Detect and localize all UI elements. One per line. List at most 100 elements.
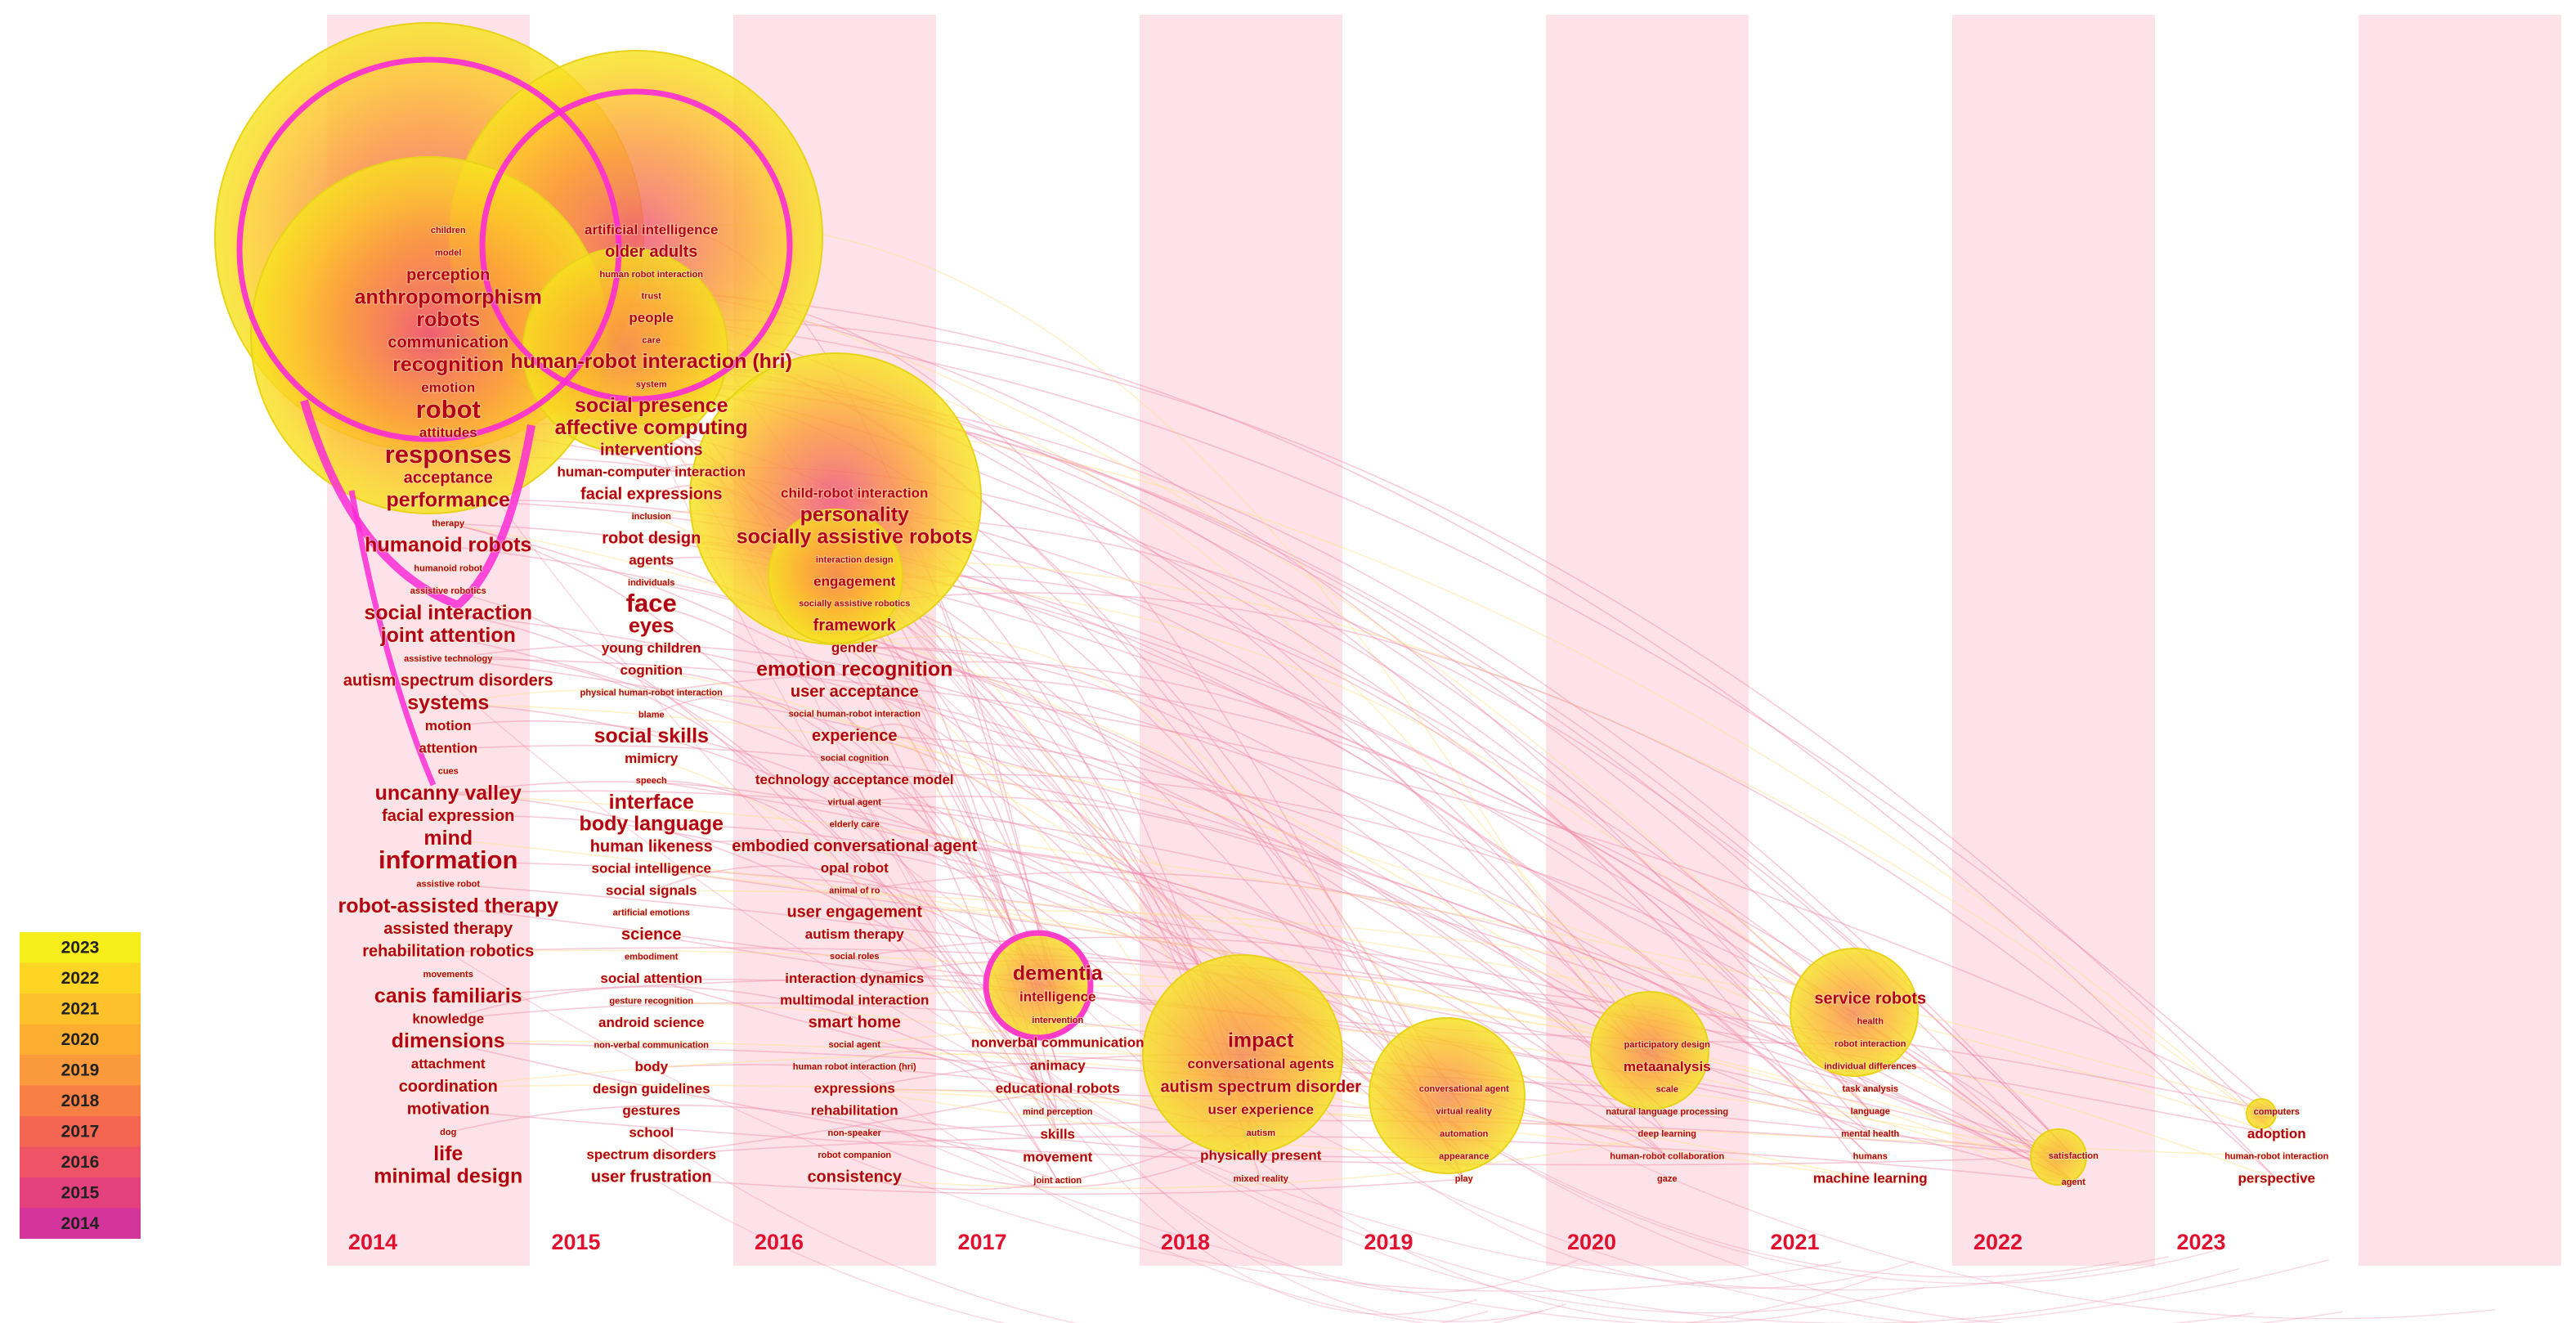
link-line	[448, 522, 1059, 1090]
keyword-android-science: android science	[598, 1015, 704, 1030]
legend-label-2022: 2022	[61, 969, 100, 988]
keyword-humans: humans	[1853, 1151, 1888, 1161]
keyword-inclusion: inclusion	[632, 512, 672, 522]
keyword-interaction-design: interaction design	[816, 555, 894, 565]
keyword-speech: speech	[636, 776, 667, 786]
link-line	[854, 635, 1465, 1112]
keyword-care: care	[642, 336, 661, 346]
link-line	[448, 433, 1465, 1157]
link-line	[651, 1000, 1464, 1135]
keyword-autism: autism	[1247, 1128, 1276, 1138]
keyword-child-robot-interaction: child-robot interaction	[781, 485, 928, 500]
keyword-children: children	[431, 226, 466, 235]
link-line	[651, 824, 1465, 1090]
keyword-rehabilitation: rehabilitation	[811, 1103, 898, 1119]
keyword-computers: computers	[2254, 1107, 2300, 1117]
keyword-gaze: gaze	[1657, 1174, 1677, 1184]
keyword-people: people	[629, 310, 674, 325]
link-line	[448, 861, 2074, 1157]
keyword-movement: movement	[1023, 1149, 1092, 1164]
keyword-mixed-reality: mixed reality	[1234, 1174, 1289, 1184]
keyword-experience: experience	[812, 727, 898, 745]
keyword-autism-spectrum-disorders: autism spectrum disorders	[343, 672, 553, 690]
link-line	[853, 780, 1543, 1322]
keyword-social-intelligence: social intelligence	[592, 860, 711, 876]
year-label-2019: 2019	[1364, 1230, 1413, 1254]
link-line	[651, 428, 1579, 1294]
keyword-attachment: attachment	[411, 1056, 486, 1072]
keyword-dementia: dementia	[1013, 962, 1104, 985]
legend-swatch-2016	[20, 1146, 141, 1177]
link-line	[651, 1088, 1058, 1156]
link-line	[854, 1133, 1668, 1190]
link-line	[854, 592, 2278, 1180]
keyword-canis-familiaris: canis familiaris	[374, 984, 522, 1007]
link-line	[854, 735, 1871, 1135]
year-color-legend: 2023 2022 2021 2020 2019 2018 2017 2016 2015 2014	[20, 932, 141, 1239]
link-line	[853, 1132, 1261, 1188]
link-line	[447, 680, 2170, 1291]
link-line	[853, 1066, 1879, 1323]
year-label-2015: 2015	[552, 1230, 601, 1254]
keyword-science: science	[621, 926, 681, 944]
link-line	[651, 670, 1059, 998]
keyword-knowledge: knowledge	[412, 1011, 484, 1026]
link-line	[448, 1109, 2074, 1166]
legend-swatch-2015	[20, 1177, 141, 1209]
keyword-satisfaction: satisfaction	[2049, 1151, 2099, 1161]
link-line	[448, 985, 1059, 1113]
keyword-cognition: cognition	[620, 662, 683, 678]
link-line	[651, 868, 1668, 1046]
keyword-physically-present: physically present	[1200, 1147, 1322, 1163]
keyword-metaanalysis: metaanalysis	[1624, 1059, 1711, 1074]
year-band	[1952, 15, 2155, 1266]
legend-swatch-2017	[20, 1116, 141, 1147]
link-line	[854, 537, 1668, 1068]
keyword-affective-computing: affective computing	[555, 416, 748, 439]
link-line	[651, 1177, 1464, 1195]
keyword-model: model	[435, 248, 461, 258]
link-line	[448, 703, 1261, 1111]
keyword-social-attention: social attention	[600, 971, 702, 986]
year-label-2017: 2017	[958, 1230, 1007, 1254]
keyword-social-cognition: social cognition	[820, 754, 889, 764]
keyword-socially-assistive-robots: socially assistive robots	[737, 526, 973, 549]
link-line	[447, 951, 1842, 1293]
keyword-assistive-technology: assistive technology	[404, 654, 493, 664]
keyword-virtual-reality: virtual reality	[1436, 1106, 1493, 1116]
keyword-nonverbal-communication: nonverbal communication	[971, 1034, 1145, 1050]
keyword-mimicry: mimicry	[625, 751, 679, 766]
keyword-humanoid-robots: humanoid robots	[365, 534, 531, 557]
keyword-assisted-therapy: assisted therapy	[383, 920, 513, 938]
link-line	[854, 581, 1871, 1045]
keyword-multimodal-interaction: multimodal interaction	[780, 993, 929, 1008]
link-line	[854, 796, 1668, 1068]
year-axis-labels: 2014 2015 2016 2017 2018 2019 2020 2021 2022 2023	[348, 1230, 2226, 1254]
keyword-technology-acceptance-model: technology acceptance model	[755, 772, 954, 787]
link-line	[651, 1135, 2074, 1183]
keyword-joint-action: joint action	[1033, 1176, 1082, 1186]
link-line	[448, 612, 1059, 1113]
keyword-mental-health: mental health	[1841, 1129, 1899, 1139]
link-line	[651, 673, 1871, 1000]
keyword-dimensions: dimensions	[392, 1029, 505, 1052]
link-line	[448, 644, 1668, 1113]
keyword-human-computer-interaction: human-computer interaction	[558, 464, 746, 480]
keyword-impact: impact	[1228, 1029, 1294, 1052]
keyword-interface: interface	[609, 791, 694, 814]
legend-swatch-2023	[20, 932, 141, 963]
keyword-artificial-emotions: artificial emotions	[613, 908, 690, 918]
legend-label-2018: 2018	[61, 1092, 100, 1110]
year-label-2023: 2023	[2177, 1230, 2226, 1254]
keyword-embodied-conversational-agent: embodied conversational agent	[732, 837, 977, 855]
keyword-non-verbal-communication: non-verbal communication	[594, 1040, 709, 1050]
keyword-anthropomorphism: anthropomorphism	[355, 285, 542, 308]
legend-swatch-2019	[20, 1055, 141, 1086]
keyword-conversational-agent: conversational agent	[1419, 1084, 1509, 1094]
keyword-gestures: gestures	[622, 1103, 680, 1119]
keyword-socially-assistive-robotics: socially assistive robotics	[799, 599, 910, 609]
link-line	[854, 661, 1871, 1113]
keyword-natural-language-processing: natural language processing	[1606, 1107, 1728, 1117]
link-line	[651, 406, 2496, 1320]
keyword-individual-differences: individual differences	[1824, 1061, 1916, 1071]
